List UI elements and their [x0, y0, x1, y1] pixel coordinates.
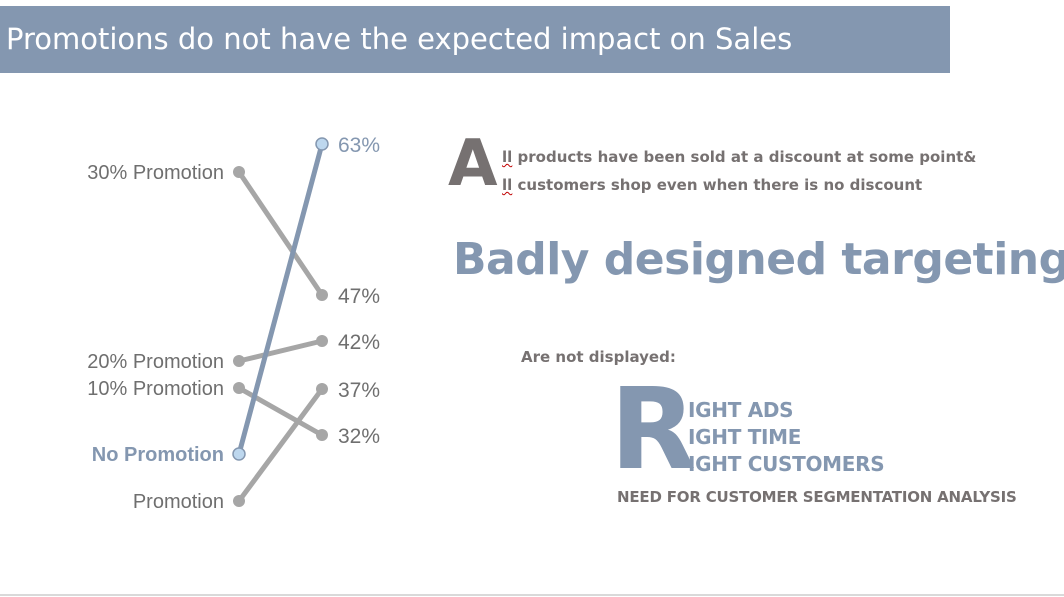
left-label-10pct-promotion: 10% Promotion	[87, 378, 224, 400]
dropcap-r: R	[610, 365, 697, 495]
insight-line-1: ll products have been sold at a discount…	[502, 148, 976, 166]
bottom-divider	[0, 594, 1064, 596]
insight-line-1-start: ll	[502, 148, 513, 166]
insight-line-1-text: products have been sold at a discount at…	[512, 148, 977, 166]
slope-line-20pct-promotion	[236, 338, 325, 364]
left-label-20pct-promotion: 20% Promotion	[87, 351, 224, 373]
left-label-30pct-promotion: 30% Promotion	[87, 162, 224, 184]
right-time: IGHT TIME	[688, 425, 802, 449]
point-left-30pct-promotion	[233, 166, 245, 178]
slope-line-promotion	[236, 386, 325, 504]
slope-line-no-promotion	[236, 141, 325, 457]
page-title: Promotions do not have the expected impa…	[6, 22, 793, 56]
title-banner: Promotions do not have the expected impa…	[0, 6, 950, 73]
slope-line-30pct-promotion	[236, 169, 325, 298]
left-label-promotion: Promotion	[133, 491, 224, 513]
right-label-32pct: 32%	[338, 425, 380, 448]
point-right-42pct	[316, 335, 328, 347]
point-left-no-promotion	[232, 447, 246, 461]
point-right-63pct	[315, 137, 329, 151]
right-label-47pct: 47%	[338, 285, 380, 308]
insight-line-2: ll customers shop even when there is no …	[502, 176, 922, 194]
slope-chart: 30% Promotion 20% Promotion 10% Promotion N…	[87, 134, 380, 513]
insight-line-2-start: ll	[502, 176, 513, 194]
point-right-47pct	[316, 289, 328, 301]
right-ads: IGHT ADS	[688, 398, 794, 422]
left-label-no-promotion: No Promotion	[92, 444, 224, 466]
right-label-42pct: 42%	[338, 331, 380, 354]
point-right-32pct	[316, 429, 328, 441]
insight-line-2-text: customers shop even when there is no dis…	[512, 176, 923, 194]
right-label-37pct: 37%	[338, 379, 380, 402]
headline: Badly designed targeting	[453, 234, 1064, 285]
point-left-promotion	[233, 495, 245, 507]
point-left-20pct-promotion	[233, 355, 245, 367]
right-label-63pct: 63%	[338, 134, 380, 157]
not-displayed-label: Are not displayed:	[521, 348, 676, 366]
dropcap-a: A	[448, 127, 498, 201]
right-customers: IGHT CUSTOMERS	[688, 452, 885, 476]
need-statement: NEED FOR CUSTOMER SEGMENTATION ANALYSIS	[617, 488, 1017, 506]
point-left-10pct-promotion	[233, 382, 245, 394]
point-right-37pct	[316, 383, 328, 395]
